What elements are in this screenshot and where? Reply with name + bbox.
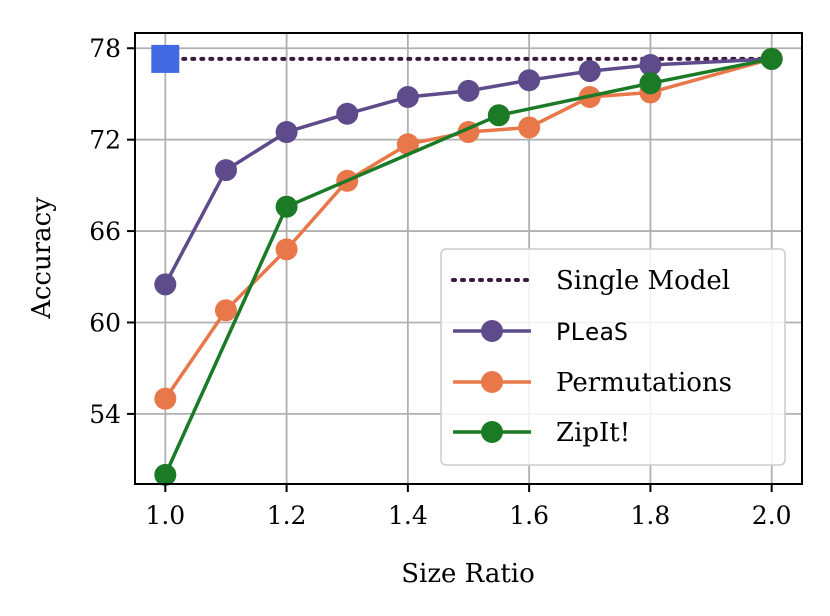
ticks: 1.0 1.2 1.4 1.6 1.8 2.0 54 60 66 72 78 xyxy=(89,34,791,530)
y-tick-label: 78 xyxy=(89,34,121,63)
data-point-zipit xyxy=(275,195,298,218)
data-point-pleas xyxy=(336,102,359,125)
data-point-pleas xyxy=(214,159,237,182)
legend-marker-permutations xyxy=(481,371,503,393)
data-point-pleas xyxy=(275,121,298,144)
x-tick-label: 1.8 xyxy=(631,501,671,530)
x-tick-label: 1.6 xyxy=(509,501,549,530)
y-tick-label: 72 xyxy=(89,126,121,155)
series-line-pleas xyxy=(163,57,772,286)
legend-label-permutations: Permutations xyxy=(556,368,732,398)
legend: Single Model PLeaS Permutations ZipIt! xyxy=(440,248,786,466)
single-model-square-marker xyxy=(151,44,180,73)
y-tick-label: 54 xyxy=(89,400,121,429)
data-point-pleas xyxy=(518,69,541,92)
data-point-zipit xyxy=(639,72,662,95)
data-point-permutations xyxy=(396,133,419,156)
legend-box xyxy=(440,248,786,466)
data-point-zipit xyxy=(154,463,177,486)
y-tick-label: 66 xyxy=(89,217,121,246)
series-line-permutations xyxy=(163,57,773,400)
legend-marker-zipit xyxy=(481,421,503,443)
data-point-zipit xyxy=(487,104,510,127)
legend-label-pleas: PLeaS xyxy=(556,318,628,346)
legend-marker-pleas xyxy=(481,320,503,342)
data-point-pleas xyxy=(639,53,662,76)
data-point-pleas xyxy=(457,79,480,102)
x-tick-label: 1.2 xyxy=(267,501,307,530)
data-point-pleas xyxy=(578,60,601,83)
data-point-permutations xyxy=(518,116,541,139)
x-tick-label: 2.0 xyxy=(752,501,792,530)
legend-label-single-model: Single Model xyxy=(556,266,730,296)
x-tick-label: 1.4 xyxy=(388,501,428,530)
x-tick-label: 1.0 xyxy=(145,501,185,530)
data-point-permutations xyxy=(214,299,237,322)
data-point-zipit xyxy=(760,47,783,70)
series-layer xyxy=(151,44,783,486)
data-point-pleas xyxy=(396,85,419,108)
y-axis-label: Accuracy xyxy=(27,197,57,320)
data-point-permutations xyxy=(275,238,298,261)
y-tick-label: 60 xyxy=(89,308,121,337)
data-point-permutations xyxy=(154,387,177,410)
data-point-pleas xyxy=(154,273,177,296)
plot-frame xyxy=(134,32,803,485)
x-axis-label: Size Ratio xyxy=(401,559,535,589)
legend-label-zipit: ZipIt! xyxy=(556,418,630,448)
